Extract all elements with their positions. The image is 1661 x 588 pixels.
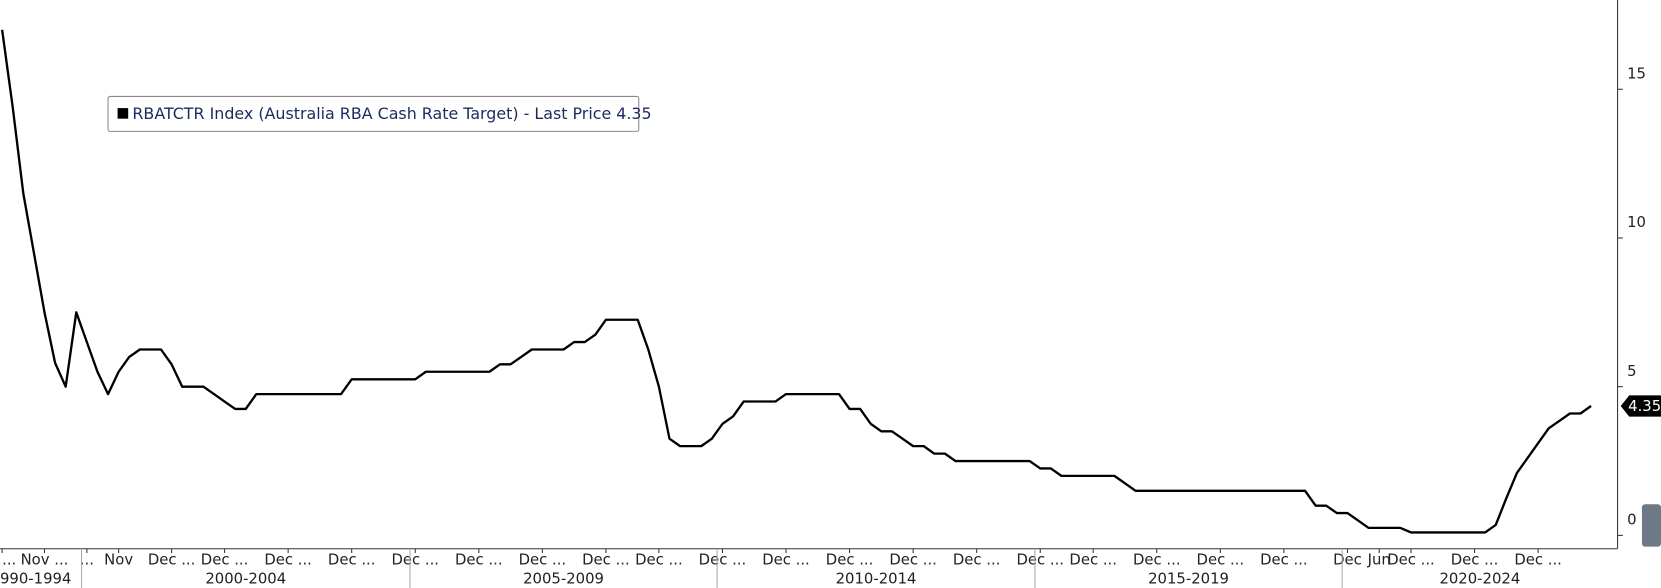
y-tick-label: 10 xyxy=(1627,214,1646,231)
y-tick-label: 15 xyxy=(1627,65,1646,82)
legend-label: RBATCTR Index (Australia RBA Cash Rate T… xyxy=(132,104,651,123)
legend-box xyxy=(107,95,640,132)
x-tick-label: Dec ... xyxy=(635,551,683,568)
x-tick-label: Dec xyxy=(1333,551,1362,568)
x-tick-label: Dec ... xyxy=(762,551,810,568)
group-label: 2020-2024 xyxy=(1439,570,1520,587)
x-tick-label: Dec ... xyxy=(699,551,747,568)
legend-swatch xyxy=(117,108,129,119)
legend: RBATCTR Index (Australia RBA Cash Rate T… xyxy=(107,95,652,132)
x-tick-label: Nov xyxy=(104,551,133,568)
group-label: 2015-2019 xyxy=(1148,570,1229,587)
x-tick-label: Nov ... xyxy=(21,551,69,568)
group-label: 2005-2009 xyxy=(523,570,604,587)
x-tick-label: Dec ... xyxy=(328,551,376,568)
x-tick-label: Dec ... xyxy=(1387,551,1435,568)
x-tick-label: Dec ... xyxy=(953,551,1001,568)
x-tick-label: Dec ... xyxy=(1260,551,1308,568)
x-tick-label: Dec ... xyxy=(148,551,196,568)
group-label: 2000-2004 xyxy=(205,570,286,587)
last-price-label: 4.35 xyxy=(1628,398,1661,415)
x-tick-label: Dec ... xyxy=(1197,551,1245,568)
line-series xyxy=(0,29,1592,534)
group-label: 990-1994 xyxy=(0,570,71,587)
x-tick-label: ... xyxy=(80,551,94,568)
last-price-tag xyxy=(1620,395,1661,417)
x-tick-label: Dec ... xyxy=(1069,551,1117,568)
x-tick-label: Dec ... xyxy=(455,551,503,568)
x-tick-label: Jun xyxy=(1367,551,1391,568)
x-tick-label: ... xyxy=(2,551,16,568)
y-tick-label: 0 xyxy=(1627,512,1636,529)
x-tick-label: Dec ... xyxy=(889,551,937,568)
x-tick-label: Dec ... xyxy=(1451,551,1499,568)
x-tick-label: Dec ... xyxy=(1133,551,1181,568)
x-tick-label: Dec ... xyxy=(201,551,249,568)
x-tick-label: Dec ... xyxy=(519,551,567,568)
x-tick-label: Dec ... xyxy=(391,551,439,568)
group-label: 2010-2014 xyxy=(836,570,917,587)
x-tick-label: Dec ... xyxy=(1016,551,1064,568)
scroll-handle[interactable] xyxy=(1641,504,1661,547)
y-tick-label: 5 xyxy=(1627,363,1636,380)
x-tick-label: Dec ... xyxy=(264,551,312,568)
x-tick-label: Dec ... xyxy=(1514,551,1562,568)
x-tick-label: Dec ... xyxy=(582,551,630,568)
x-tick-label: Dec ... xyxy=(826,551,874,568)
